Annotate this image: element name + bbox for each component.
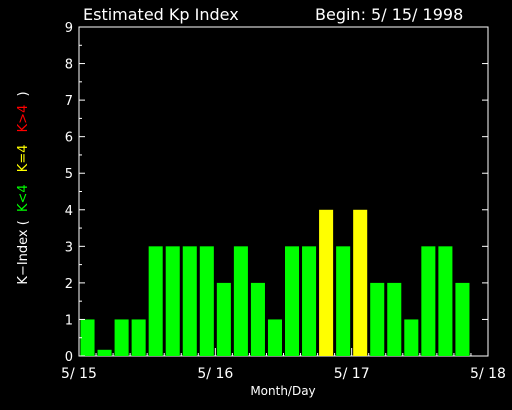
kp-bar: [80, 319, 95, 356]
kp-bar: [233, 246, 248, 356]
y-tick-label: 7: [65, 94, 73, 109]
y-tick-label: 8: [65, 58, 73, 73]
chart-title: Estimated Kp Index: [83, 5, 239, 24]
kp-bar: [199, 246, 214, 356]
kp-bar: [216, 282, 231, 356]
kp-bar: [114, 319, 129, 356]
kp-bar: [455, 282, 470, 356]
x-tick-label: 5/ 16: [197, 366, 233, 382]
kp-bar: [250, 282, 265, 356]
kp-bar: [353, 209, 368, 356]
x-tick-label: 5/ 17: [334, 366, 370, 382]
kp-bar: [370, 282, 385, 356]
y-axis-label: K−Index ( K<4 K=4 K>4 ): [16, 91, 31, 284]
y-axis-label-mid: K=4: [16, 144, 31, 172]
y-tick-label: 1: [65, 313, 73, 328]
kp-bar: [165, 246, 180, 356]
kp-bar: [421, 246, 436, 356]
kp-bar: [387, 282, 402, 356]
y-tick-label: 3: [65, 240, 73, 255]
kp-bar: [285, 246, 300, 356]
kp-bar: [319, 209, 334, 356]
y-tick-label: 0: [65, 350, 73, 365]
x-tick-label: 5/ 18: [470, 366, 506, 382]
y-tick-label: 6: [65, 131, 73, 146]
kp-bar: [182, 246, 197, 356]
kp-bar: [97, 349, 112, 356]
y-tick-label: 9: [65, 21, 73, 36]
y-tick-label: 2: [65, 277, 73, 292]
bar-series: [80, 209, 470, 356]
kp-bar: [404, 319, 419, 356]
kp-bar: [148, 246, 163, 356]
begin-date-label: Begin: 5/ 15/ 1998: [315, 5, 463, 24]
kp-bar: [302, 246, 317, 356]
y-tick-label: 4: [65, 204, 73, 219]
x-axis: 5/ 15 5/ 16 5/ 17 5/ 18: [61, 348, 506, 382]
kp-bar: [336, 246, 351, 356]
x-tick-label: 5/ 15: [61, 366, 97, 382]
kp-bar: [131, 319, 146, 356]
y-axis-label-high: K>4: [16, 105, 31, 133]
x-axis-label: Month/Day: [250, 384, 315, 398]
y-tick-label: 5: [65, 167, 73, 182]
y-axis-label-suffix: ): [16, 91, 31, 96]
kp-bar: [438, 246, 453, 356]
y-axis-label-low: K<4: [16, 184, 31, 212]
y-axis: 0 1 2 3 4 5 6 7 8 9: [65, 21, 488, 365]
kp-bar: [267, 319, 282, 356]
y-axis-label-prefix: K−Index (: [16, 220, 31, 284]
